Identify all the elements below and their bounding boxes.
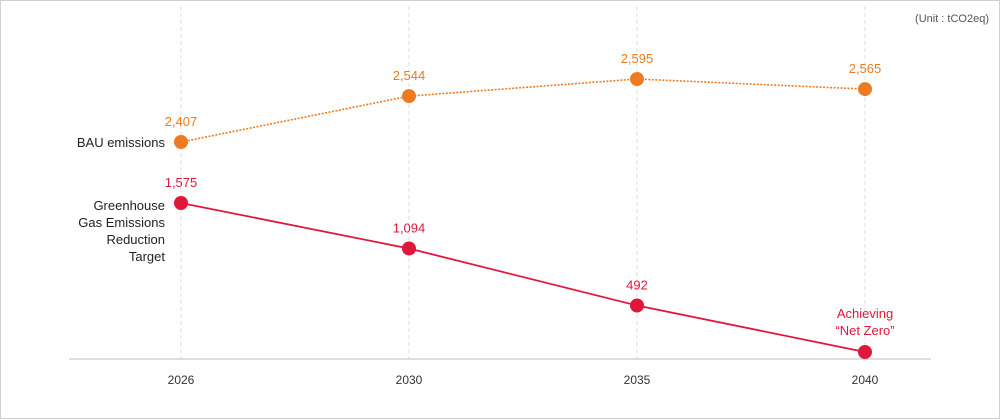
data-point-0-2026 [174,135,188,149]
data-points [174,72,872,359]
data-label-1-2035: 492 [626,278,648,293]
unit-note: (Unit : tCO2eq) [915,13,989,25]
data-label-0-2030: 2,544 [393,68,426,83]
series-line-0 [180,78,866,143]
net-zero-annotation: Achieving “Net Zero” [835,306,894,338]
data-point-1-2040 [858,345,872,359]
data-point-1-2030 [402,241,416,256]
series-lines [180,78,866,353]
x-tick-label-2030: 2030 [396,373,423,387]
series-label-1-line-1: Gas Emissions [78,215,165,230]
x-axis-ticks: 2026 2030 2035 2040 [168,373,879,387]
series-label-1-line-3: Target [129,249,166,264]
data-point-1-2035 [630,298,644,313]
series-label-1-line-0: Greenhouse [93,198,165,213]
data-label-1-2030: 1,094 [393,221,426,236]
series-labels: BAU emissions Greenhouse Gas Emissions Redu… [77,135,166,264]
series-label-1-line-2: Reduction [106,232,165,247]
data-point-0-2030 [402,89,416,104]
annotation-line-1: “Net Zero” [835,323,894,338]
series-label-0-line-0: BAU emissions [77,135,166,150]
x-tick-label-2040: 2040 [852,373,879,387]
x-tick-label-2035: 2035 [624,373,651,387]
data-labels: 2,407 2,544 2,595 2,565 1,575 1,094 492 [165,51,882,293]
x-tick-label-2026: 2026 [168,373,195,387]
data-label-0-2035: 2,595 [621,51,654,66]
data-point-0-2040 [858,82,872,97]
data-point-1-2026 [174,196,188,210]
series-line-1 [180,202,866,353]
data-label-1-2026: 1,575 [165,175,198,190]
grid-lines [180,6,866,359]
data-point-0-2035 [630,72,644,86]
data-label-0-2040: 2,565 [849,61,882,76]
data-label-0-2026: 2,407 [165,114,198,129]
annotation-line-0: Achieving [837,306,893,321]
